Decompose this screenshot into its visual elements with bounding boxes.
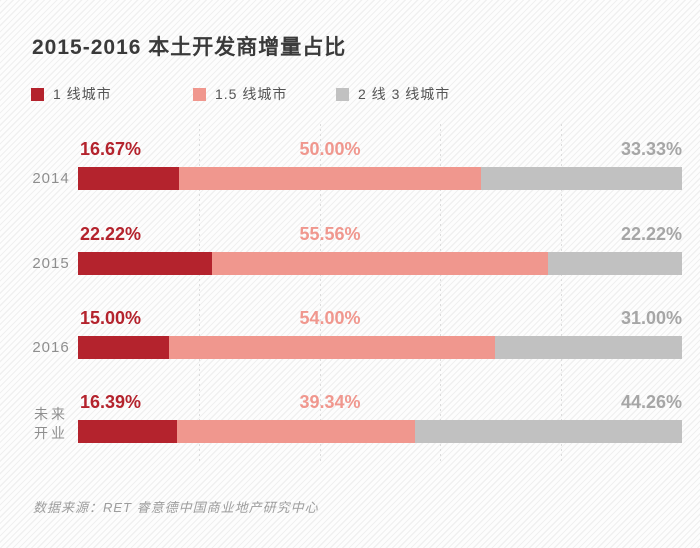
bar-segment <box>414 420 682 443</box>
value-label: 39.34% <box>299 392 361 412</box>
bar-row: 未来 开业 <box>34 406 682 443</box>
vertical-gridline <box>199 124 200 464</box>
value-label-row: 22.22% 55.56% 22.22% <box>78 224 682 246</box>
value-label: 31.00% <box>620 308 682 328</box>
value-label: 33.33% <box>620 139 682 159</box>
bar-row: 2014 <box>32 167 682 190</box>
bar-segment <box>212 252 548 275</box>
legend-item: 2 线 3 线城市 <box>336 84 450 104</box>
vertical-gridline <box>561 124 562 464</box>
data-source-note: 数据来源：RET 睿意德中国商业地产研究中心 <box>33 500 319 515</box>
bar-segment <box>176 420 415 443</box>
value-label-row: 16.67% 50.00% 33.33% <box>78 139 682 161</box>
legend-item: 1 线城市 <box>31 84 112 104</box>
value-label: 55.56% <box>299 224 361 244</box>
row-label: 未来 开业 <box>34 406 68 441</box>
legend-label: 1 线城市 <box>53 86 112 102</box>
row-label: 2015 <box>32 255 70 272</box>
value-label: 16.67% <box>80 139 142 159</box>
value-label: 50.00% <box>299 139 361 159</box>
bar-segment <box>494 336 682 359</box>
legend-swatch-icon <box>336 87 349 101</box>
vertical-gridline <box>440 124 441 464</box>
bar-row: 2016 <box>32 336 682 359</box>
bar-segment <box>547 252 682 275</box>
chart-title: 2015-2016 本土开发商增量占比 <box>32 36 347 59</box>
bar-segment <box>78 420 177 443</box>
legend-swatch-icon <box>31 87 44 101</box>
bar-segment <box>178 167 481 190</box>
chart-legend: 1 线城市 1.5 线城市 2 线 3 线城市 <box>0 84 700 102</box>
plot-area: 16.67% 50.00% 33.33% 2014 22.22% 55.56% 22.22%… <box>32 0 682 548</box>
value-label: 16.39% <box>80 392 142 412</box>
legend-swatch-icon <box>193 87 206 101</box>
bar-segment <box>78 252 213 275</box>
bar-row: 2015 <box>32 252 682 275</box>
bar-segment <box>480 167 682 190</box>
value-label: 54.00% <box>299 308 361 328</box>
row-label: 2014 <box>32 170 70 187</box>
value-label: 15.00% <box>80 308 142 328</box>
bar-segment <box>78 336 169 359</box>
vertical-gridline <box>320 124 321 464</box>
value-label: 44.26% <box>620 392 682 412</box>
bar-segment <box>78 167 179 190</box>
value-label: 22.22% <box>620 224 682 244</box>
legend-label: 1.5 线城市 <box>215 86 288 102</box>
legend-label: 2 线 3 线城市 <box>358 86 451 102</box>
legend-item: 1.5 线城市 <box>193 84 287 104</box>
value-label-row: 15.00% 54.00% 31.00% <box>78 308 682 330</box>
value-label-row: 16.39% 39.34% 44.26% <box>78 392 682 414</box>
value-label: 22.22% <box>80 224 142 244</box>
row-label: 2016 <box>32 339 70 356</box>
bar-segment <box>168 336 495 359</box>
